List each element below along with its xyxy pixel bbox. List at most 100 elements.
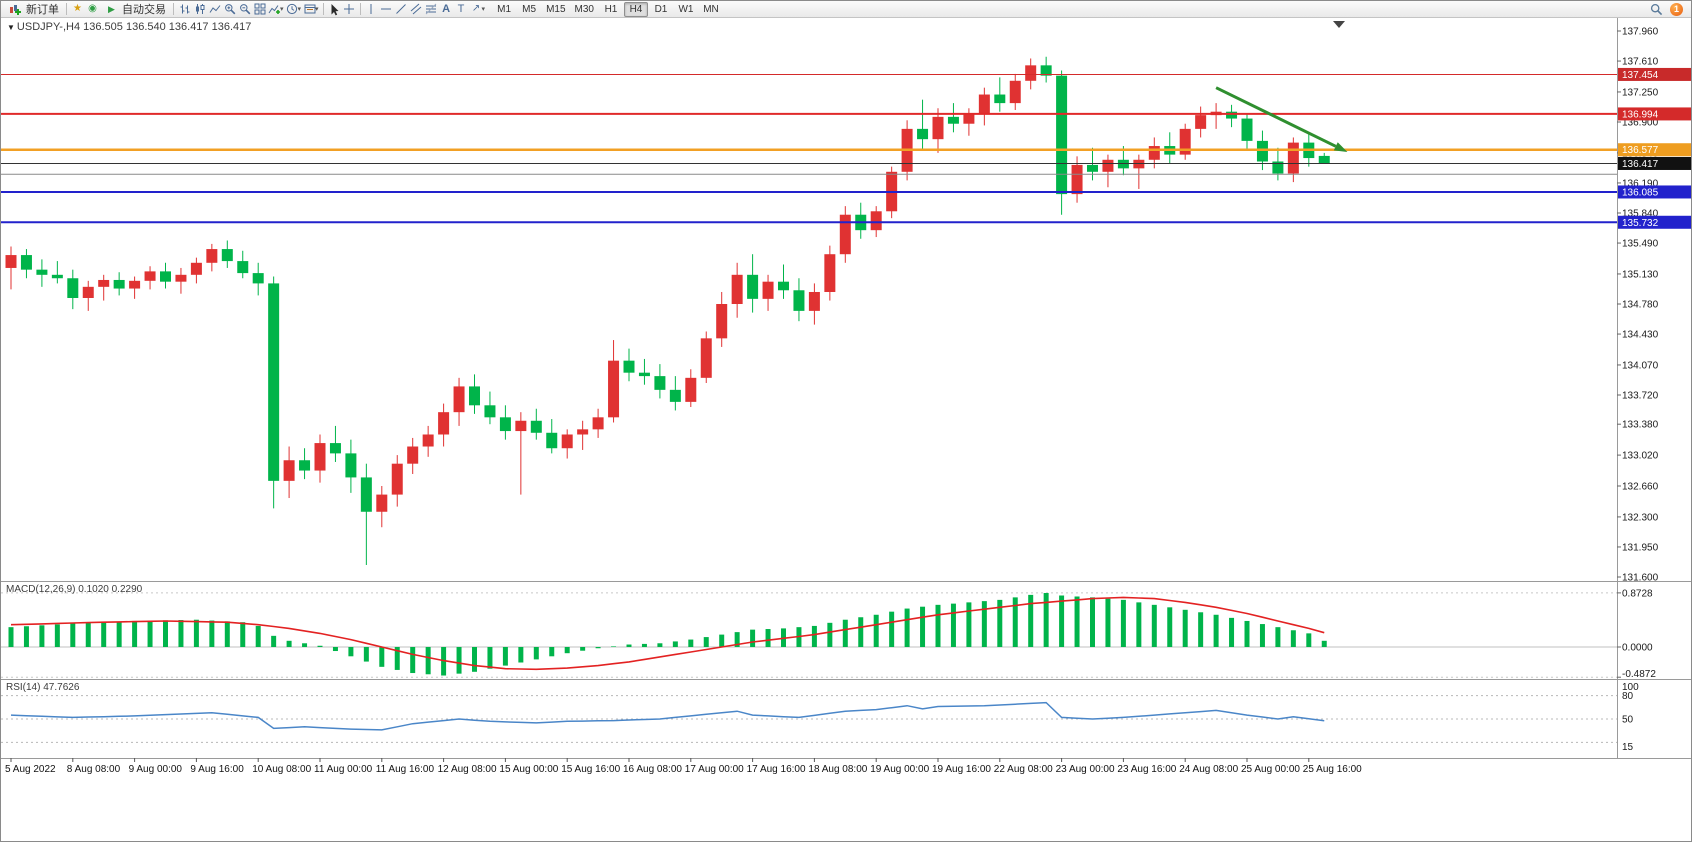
candle [175, 274, 187, 282]
timeframe-button-d1[interactable]: D1 [654, 3, 668, 15]
market-watch-icon[interactable]: ◉ [88, 3, 97, 14]
candle [731, 274, 743, 305]
candle [82, 286, 94, 298]
templates-caret-icon[interactable]: ▾ [315, 6, 319, 13]
shapes-caret-icon[interactable]: ▾ [481, 6, 486, 13]
candle [453, 386, 465, 413]
play-icon: ▶ [108, 3, 115, 14]
price-axis-label: 137.610 [1622, 57, 1659, 68]
candle [268, 283, 280, 481]
candle [654, 376, 666, 390]
arrow-shapes-icon[interactable]: ↗ [471, 3, 481, 14]
candle [577, 429, 589, 435]
zoom-out-icon[interactable] [237, 2, 252, 16]
candle [422, 434, 434, 447]
candle [1256, 140, 1268, 162]
vertical-line-icon[interactable] [364, 2, 379, 16]
toolbar-right: 1 [1649, 2, 1688, 16]
candle [947, 116, 959, 124]
zoom-in-icon[interactable] [222, 2, 237, 16]
candle [98, 279, 110, 287]
text-tool-icon[interactable]: A [442, 2, 451, 15]
candle [206, 249, 218, 263]
time-axis-label: 5 Aug 2022 [5, 764, 56, 775]
trendline-icon[interactable] [394, 2, 409, 16]
candle [1040, 65, 1052, 76]
toolbar-separator [66, 3, 67, 15]
candlestick-chart-icon[interactable] [192, 2, 207, 16]
periods-icon[interactable] [285, 2, 300, 16]
price-axis-label: 132.300 [1622, 512, 1659, 523]
time-axis-label: 11 Aug 00:00 [314, 764, 373, 775]
candle [376, 494, 388, 512]
trend-arrow-line[interactable] [1215, 86, 1337, 148]
cursor-icon[interactable] [327, 2, 342, 16]
candle [1318, 155, 1330, 164]
templates-icon[interactable] [302, 2, 317, 16]
candle [299, 460, 311, 471]
auto-trading-button[interactable]: ▶ 自动交易 [100, 2, 170, 17]
candle [499, 417, 511, 432]
tile-windows-icon[interactable] [252, 2, 267, 16]
time-axis-label: 17 Aug 16:00 [747, 764, 806, 775]
price-line-badge [1618, 156, 1691, 170]
new-order-button[interactable]: 新订单 [4, 2, 63, 17]
timeframe-button-m15[interactable]: M15 [546, 3, 566, 15]
candle [546, 432, 558, 449]
timeframe-button-h1[interactable]: H1 [604, 3, 618, 15]
candle [669, 389, 681, 402]
crosshair-icon[interactable] [342, 2, 357, 16]
favorites-icon[interactable]: ★ [73, 3, 82, 14]
toolbar: 新订单 ★ ◉ ▶ 自动交易 ▾ ▾ [1, 1, 1691, 18]
chart-menu-icon[interactable]: ▼ [7, 23, 15, 32]
trend-arrow-head[interactable] [1333, 142, 1348, 153]
periods-caret-icon[interactable]: ▾ [297, 6, 302, 13]
candle [51, 274, 63, 279]
toolbar-separator [359, 3, 361, 15]
candle [1087, 164, 1098, 172]
candle [5, 255, 17, 268]
rsi-axis-label: 80 [1622, 691, 1634, 702]
equidistant-channel-icon[interactable] [409, 2, 424, 16]
candle [407, 446, 419, 464]
timeframe-button-mn[interactable]: MN [703, 3, 719, 15]
time-axis-label: 15 Aug 16:00 [561, 764, 620, 775]
candle [793, 290, 805, 311]
indicators-caret-icon[interactable]: ▾ [280, 6, 284, 13]
candle [221, 249, 233, 262]
price-axis-label: 134.780 [1622, 300, 1659, 311]
candle [1241, 118, 1253, 141]
search-icon[interactable] [1649, 2, 1664, 16]
timeframe-button-m1[interactable]: M1 [497, 3, 512, 15]
line-chart-icon[interactable] [207, 2, 222, 16]
candle [778, 281, 789, 291]
timeframe-button-w1[interactable]: W1 [678, 3, 694, 15]
time-axis-label: 22 Aug 08:00 [994, 764, 1053, 775]
candle [1117, 159, 1129, 169]
chart-shift-marker[interactable] [1333, 21, 1345, 28]
candle [438, 412, 450, 435]
candle [190, 262, 202, 275]
ohlc-bars-icon[interactable] [177, 2, 192, 16]
price-axis-label: 134.070 [1622, 360, 1659, 371]
candle [360, 477, 372, 512]
price-line-badge-label: 136.577 [1622, 145, 1659, 156]
candle [608, 360, 620, 418]
fibonacci-icon[interactable] [424, 2, 439, 16]
candle [484, 405, 496, 418]
indicators-icon[interactable] [267, 2, 282, 16]
timeframe-button-m5[interactable]: M5 [522, 3, 537, 15]
price-line-badge-label: 136.417 [1622, 159, 1659, 170]
text-label-icon[interactable]: T [457, 2, 465, 15]
notification-badge[interactable]: 1 [1670, 2, 1683, 16]
timeframe-button-m30[interactable]: M30 [574, 3, 594, 15]
candle [839, 214, 851, 255]
time-axis-label: 25 Aug 00:00 [1241, 764, 1300, 775]
price-axis-label: 136.900 [1622, 118, 1659, 129]
horizontal-line-icon[interactable] [379, 2, 394, 16]
time-axis-label: 16 Aug 08:00 [623, 764, 682, 775]
timeframe-button-h4[interactable]: H4 [623, 1, 648, 17]
toolbar-separator [322, 3, 324, 15]
candle [1179, 128, 1191, 155]
